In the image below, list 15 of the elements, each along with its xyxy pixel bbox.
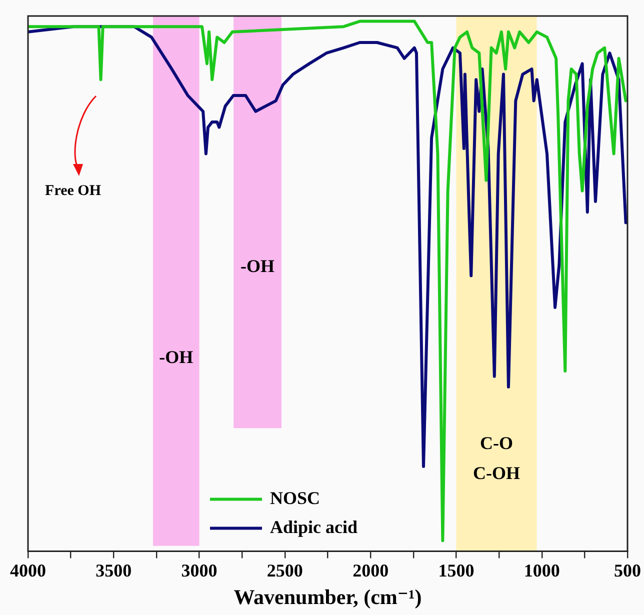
band-label: C-O C-OH [472,432,520,483]
x-tick-label: 2000 [352,560,389,581]
annotation: Free OH [45,182,102,199]
x-tick-label: 3000 [181,560,218,581]
x-tick-label: 500 [614,560,641,581]
x-tick-label: 1500 [438,560,474,581]
band-label: -OH [159,347,194,368]
x-tick-label: 2500 [266,560,303,581]
x-axis-title: Wavenumber, (cm⁻¹) [234,584,422,609]
legend-label: NOSC [270,488,320,508]
x-tick-label: 4000 [10,560,46,581]
legend-label: Adipic acid [270,516,358,537]
x-tick-label: 3500 [96,560,132,581]
x-tick-label: 1000 [524,560,560,581]
band-label: -OH [240,256,275,276]
